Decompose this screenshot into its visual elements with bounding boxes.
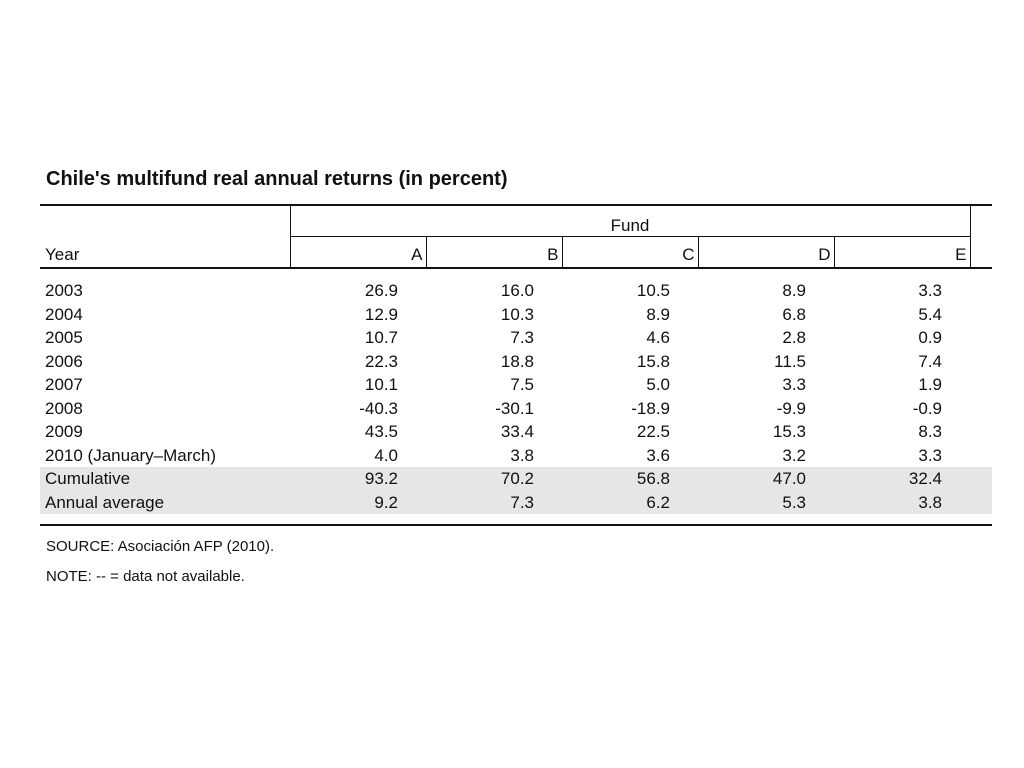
group-header-row: Fund — [40, 204, 992, 237]
row-value-cell: 9.2 — [290, 490, 426, 514]
row-value-cell: 43.5 — [364, 422, 398, 442]
row-value-cell: 7.3 — [510, 328, 534, 348]
row-value-cell: 4.6 — [646, 328, 670, 348]
row-year-cell: 2006 — [45, 351, 83, 371]
row-value-cell: 22.3 — [364, 351, 398, 371]
row-value-cell: -40.3 — [359, 398, 398, 418]
row-value-cell: -18.9 — [631, 398, 670, 418]
row-value-cell: 4.0 — [374, 445, 398, 465]
row-value-cell: 33.4 — [500, 422, 534, 442]
footnote: NOTE: -- = data not available. — [46, 568, 245, 585]
row-value-cell: -30.1 — [495, 398, 534, 418]
row-value-cell: 2.8 — [782, 328, 806, 348]
row-value-cell: 12.9 — [364, 304, 398, 324]
row-year-cell: 2008 — [45, 398, 83, 418]
row-value-cell: 3.2 — [782, 445, 806, 465]
fund-group-header: Fund — [289, 204, 971, 237]
row-value-cell: 7.5 — [510, 375, 534, 395]
row-year-cell: 2004 — [45, 304, 83, 324]
row-value-cell: -0.9 — [912, 398, 942, 418]
row-value-cell: 5.0 — [646, 375, 670, 395]
row-value-cell: 47.0 — [698, 467, 834, 491]
row-value-cell: 26.9 — [364, 281, 398, 301]
row-value-cell: 11.5 — [774, 351, 806, 371]
row-value-cell: 3.3 — [918, 445, 942, 465]
row-value-cell: 10.7 — [364, 328, 398, 348]
row-value-cell: 10.1 — [364, 375, 398, 395]
row-value-cell: 0.9 — [918, 328, 942, 348]
table-row: 2005 10.7 7.3 4.6 2.8 0.9 — [40, 326, 992, 350]
row-year-cell: 2009 — [45, 422, 83, 442]
returns-table-container: Fund Year A B C D E 2003 26.9 16.0 10.5 8.9 3… — [40, 204, 992, 527]
row-value-cell: 5.3 — [698, 490, 834, 514]
row-value-cell: 15.8 — [636, 351, 670, 371]
row-value-cell: 8.9 — [646, 304, 670, 324]
row-value-cell: 10.5 — [636, 281, 670, 301]
table-row: 2003 26.9 16.0 10.5 8.9 3.3 — [40, 279, 992, 303]
row-value-cell: 3.3 — [918, 281, 942, 301]
table-row: 2009 43.5 33.4 22.5 15.3 8.3 — [40, 420, 992, 444]
row-year-cell: Cumulative — [40, 467, 290, 491]
row-value-cell: 6.8 — [782, 304, 806, 324]
table-row: 2004 12.9 10.3 8.9 6.8 5.4 — [40, 303, 992, 327]
row-value-cell: 7.4 — [918, 351, 942, 371]
fund-a-header: A — [289, 236, 427, 269]
row-value-cell: 70.2 — [426, 467, 562, 491]
year-column-header: Year — [40, 236, 290, 269]
row-year-cell: 2005 — [45, 328, 83, 348]
row-value-cell: 8.3 — [918, 422, 942, 442]
table-body: 2003 26.9 16.0 10.5 8.9 3.3 2004 12.9 10.3 8.9 6.8… — [40, 268, 992, 514]
row-value-cell: 5.4 — [918, 304, 942, 324]
row-value-cell: 93.2 — [290, 467, 426, 491]
column-header-row: Year A B C D E — [40, 236, 992, 269]
returns-table: Fund Year A B C D E 2003 26.9 16.0 10.5 8.9 3… — [40, 204, 992, 527]
row-value-cell: 3.8 — [834, 490, 970, 514]
row-value-cell: 3.8 — [510, 445, 534, 465]
row-value-cell: 1.9 — [918, 375, 942, 395]
table-row: Annual average 9.2 7.3 6.2 5.3 3.8 — [40, 490, 992, 514]
source-note: SOURCE: Asociación AFP (2010). — [46, 538, 275, 555]
row-year-cell: 2010 (January–March) — [45, 445, 217, 465]
table-row: 2008 -40.3 -30.1 -18.9 -9.9 -0.9 — [40, 397, 992, 421]
row-value-cell: 7.3 — [426, 490, 562, 514]
row-value-cell: 8.9 — [782, 281, 806, 301]
table-row: Cumulative 93.2 70.2 56.8 47.0 32.4 — [40, 467, 992, 491]
row-value-cell: 10.3 — [500, 304, 534, 324]
table-title: Chile's multifund real annual returns (i… — [46, 168, 508, 190]
row-year-cell: Annual average — [40, 490, 290, 514]
table-row: 2006 22.3 18.8 15.8 11.5 7.4 — [40, 350, 992, 374]
bottom-rule — [40, 524, 992, 527]
table-row: 2007 10.1 7.5 5.0 3.3 1.9 — [40, 373, 992, 397]
row-year-cell: 2003 — [45, 281, 83, 301]
row-year-cell: 2007 — [45, 375, 83, 395]
row-value-cell: 56.8 — [562, 467, 698, 491]
fund-c-header: C — [562, 236, 699, 269]
row-value-cell: 3.6 — [646, 445, 670, 465]
fund-b-header: B — [426, 236, 563, 269]
row-value-cell: 32.4 — [834, 467, 970, 491]
row-value-cell: 22.5 — [636, 422, 670, 442]
row-value-cell: 15.3 — [772, 422, 806, 442]
fund-e-header: E — [834, 236, 971, 269]
row-value-cell: 18.8 — [500, 351, 534, 371]
fund-d-header: D — [698, 236, 835, 269]
row-value-cell: -9.9 — [776, 398, 806, 418]
row-value-cell: 3.3 — [782, 375, 806, 395]
table-row: 2010 (January–March) 4.0 3.8 3.6 3.2 3.3 — [40, 444, 992, 468]
row-value-cell: 6.2 — [562, 490, 698, 514]
row-value-cell: 16.0 — [500, 281, 534, 301]
